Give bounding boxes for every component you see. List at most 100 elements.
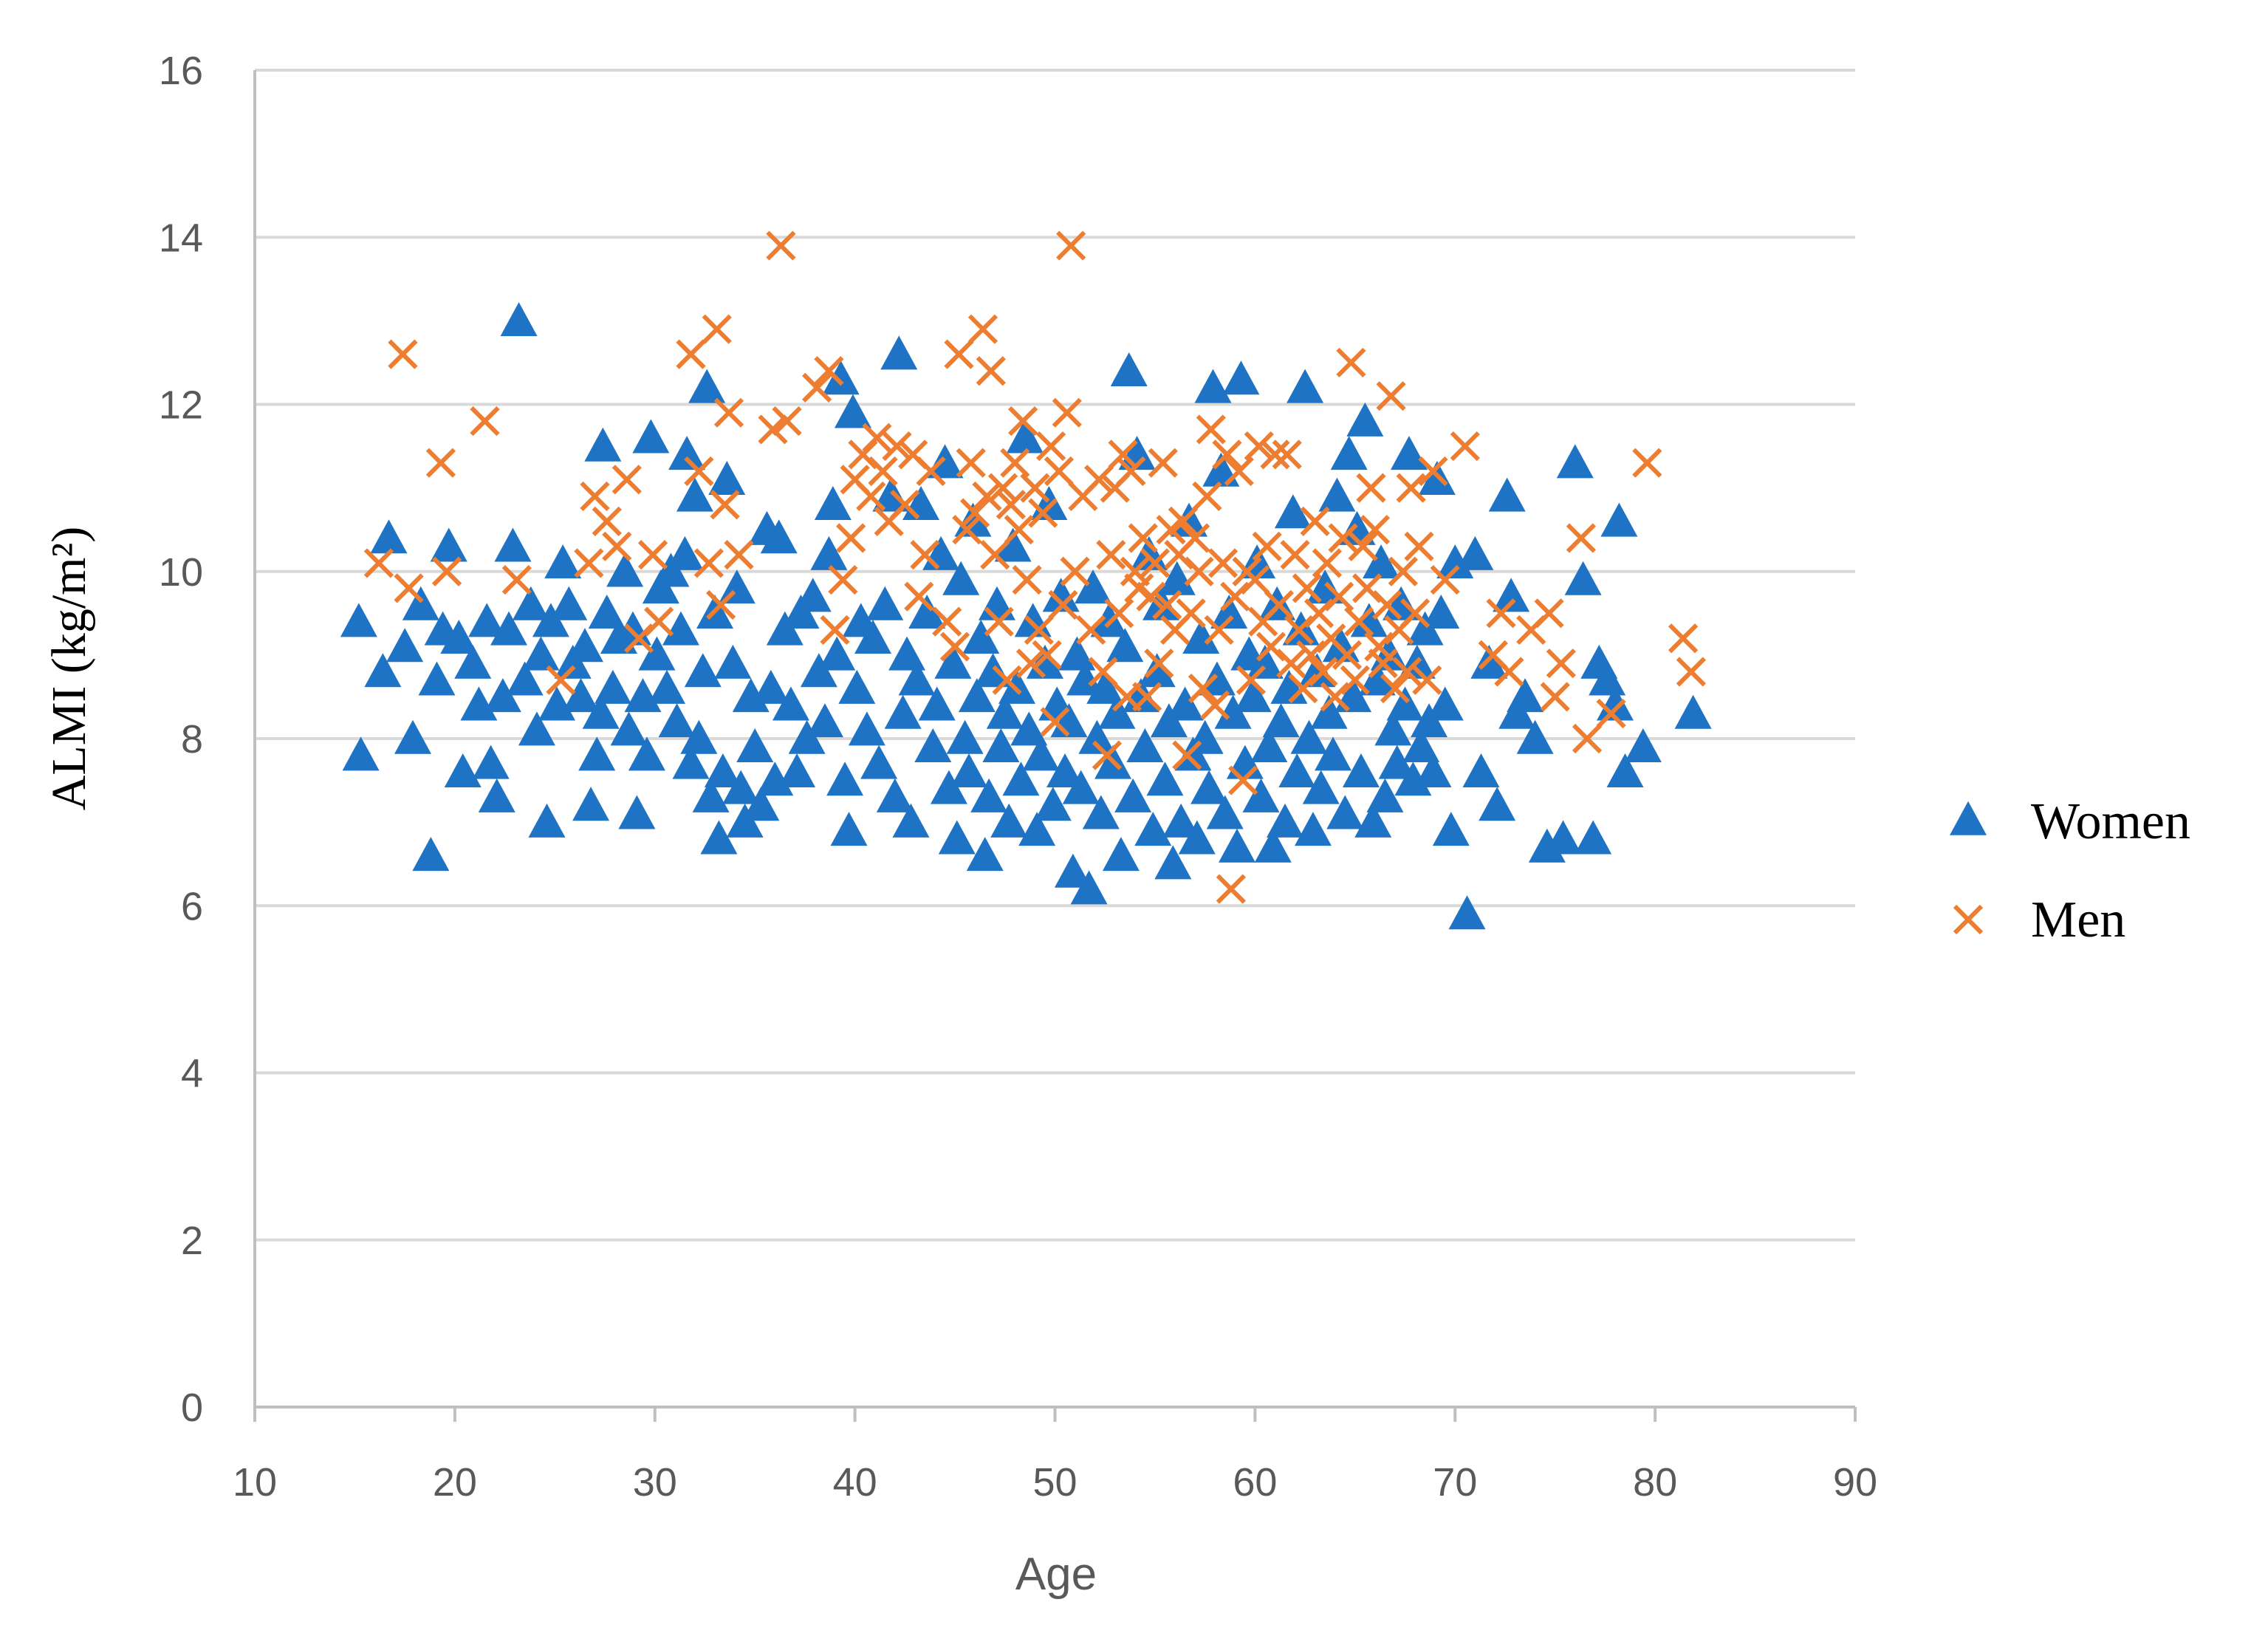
gridlines [255, 69, 1855, 1242]
men-point [1368, 648, 1398, 679]
women-point [572, 787, 610, 821]
women-point [926, 444, 964, 479]
women-point [898, 661, 936, 696]
women-point [974, 653, 1012, 688]
men-point [1240, 564, 1270, 595]
x-marker-stroke [1264, 589, 1295, 620]
women-point [1267, 803, 1304, 838]
men-point [1260, 439, 1290, 470]
women-point [892, 803, 930, 838]
x-marker-stroke [1336, 347, 1366, 378]
men-point [1096, 540, 1126, 570]
x-marker-stroke [546, 665, 576, 695]
men-point [1300, 506, 1330, 536]
men-point [431, 556, 462, 586]
x-marker-stroke [1255, 632, 1287, 662]
men-point [1252, 531, 1282, 561]
x-marker-stroke [1296, 640, 1326, 670]
x-marker-stroke [1128, 523, 1158, 553]
x-marker-stroke [1196, 414, 1226, 445]
x-marker-stroke [1212, 439, 1242, 470]
women-point [1018, 812, 1056, 846]
men-point [1148, 448, 1178, 478]
x-marker-stroke [1168, 506, 1198, 536]
x-marker-stroke [996, 490, 1027, 520]
women-point [1402, 728, 1440, 763]
women-point [364, 653, 402, 688]
x-marker-stroke [1320, 682, 1350, 712]
women-point [692, 778, 730, 812]
women-point [1242, 778, 1280, 812]
men-point [967, 314, 998, 344]
women-point [440, 619, 478, 654]
x-marker-stroke [960, 498, 990, 528]
women-point [1516, 719, 1554, 754]
x-marker-stroke [1124, 573, 1154, 603]
women-point [1162, 803, 1200, 838]
x-marker-stroke [1184, 556, 1214, 586]
x-marker-stroke [1108, 439, 1138, 470]
women-point [914, 728, 952, 763]
men-point [987, 473, 1018, 503]
x-marker-stroke [1120, 556, 1150, 586]
women-point [1462, 753, 1500, 787]
women-point [672, 745, 710, 779]
men-point [592, 506, 622, 536]
x-marker-stroke [637, 540, 668, 570]
men-point [1332, 640, 1363, 670]
x-marker-stroke [890, 490, 920, 520]
women-point [1022, 736, 1060, 771]
x-marker-stroke [1288, 674, 1318, 704]
men-point [1116, 456, 1146, 487]
x-marker-stroke [1572, 723, 1603, 754]
men-point [425, 448, 456, 478]
women-point [1294, 812, 1332, 846]
women-point [838, 669, 876, 704]
women-point [1287, 369, 1324, 403]
x-marker-stroke [1144, 648, 1174, 679]
x-marker-stroke [1104, 598, 1134, 629]
men-point [1276, 648, 1306, 679]
x-marker-stroke [724, 540, 754, 570]
women-point [722, 770, 760, 804]
x-marker-stroke [1035, 431, 1066, 462]
x-marker-stroke [1368, 648, 1398, 679]
x-marker-stroke [1228, 765, 1258, 795]
men-point [992, 665, 1022, 695]
women-point [860, 745, 898, 779]
men-point [1236, 665, 1267, 695]
women-point [794, 578, 832, 612]
x-marker-stroke [802, 372, 832, 403]
x-marker-stroke [856, 481, 886, 512]
x-marker-stroke [1340, 665, 1370, 695]
men-point [956, 448, 986, 478]
x-marker-stroke [1388, 556, 1418, 586]
x-axis-title: Age [1015, 1549, 1097, 1600]
women-point [1218, 828, 1255, 863]
men-point [1228, 765, 1258, 795]
men-point [1012, 564, 1042, 595]
women-point [662, 611, 699, 646]
men-point [1356, 473, 1386, 503]
x-marker-stroke [1000, 448, 1030, 478]
x-marker-stroke [814, 356, 844, 386]
men-point [1188, 674, 1219, 704]
x-marker-stroke [1076, 615, 1106, 646]
men-point [637, 540, 668, 570]
men-point [868, 456, 898, 487]
women-point [484, 678, 521, 713]
x-marker-stroke [1494, 657, 1524, 687]
women-point [942, 561, 980, 595]
women-point [1290, 719, 1328, 754]
women-point [562, 678, 600, 713]
x-marker-stroke [1004, 515, 1034, 545]
women-point [594, 669, 631, 704]
y-tick-label: 4 [181, 1052, 203, 1096]
x-marker-stroke [580, 481, 610, 512]
men-point [1032, 640, 1062, 670]
x-marker-stroke [1060, 556, 1090, 586]
men-point [862, 422, 892, 453]
women-point [1138, 653, 1176, 688]
women-point [506, 661, 544, 696]
women-point [394, 719, 431, 754]
